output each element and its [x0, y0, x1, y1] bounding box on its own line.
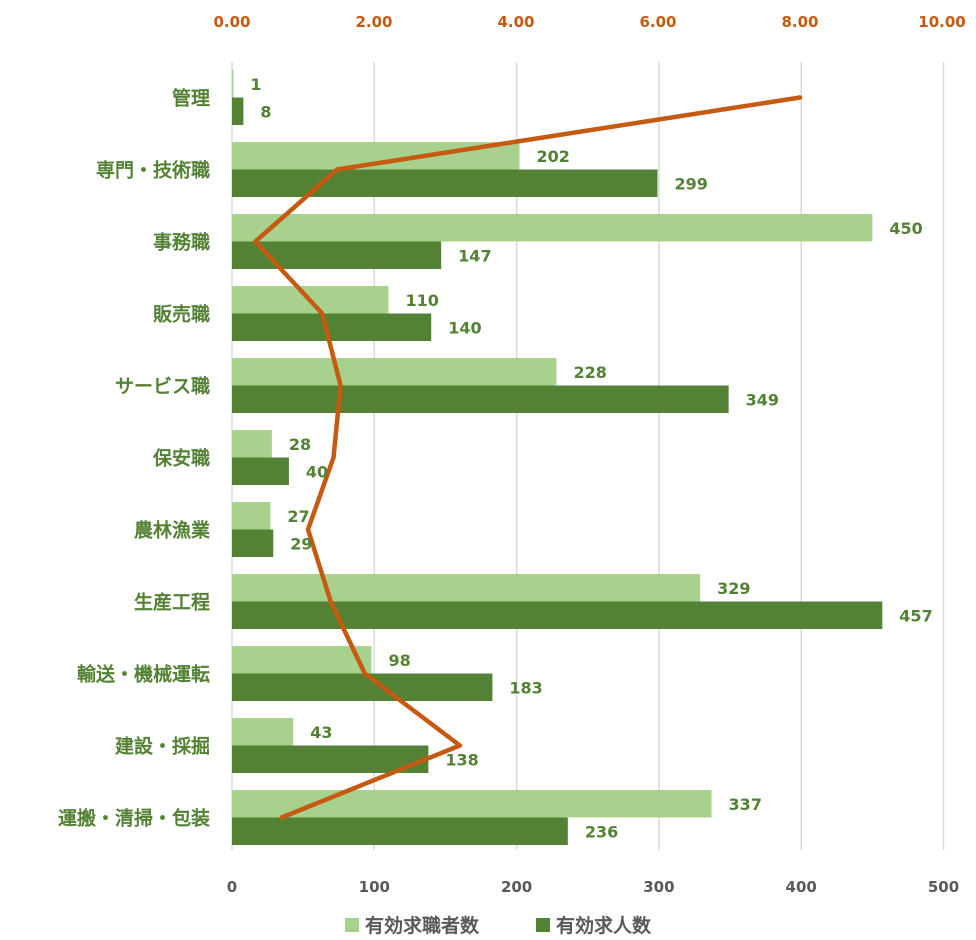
category-label: 管理 [172, 87, 210, 110]
bar-jobseekers [232, 502, 271, 530]
data-label: 40 [306, 462, 328, 481]
x-tick-label: 0 [227, 878, 237, 896]
data-label: 28 [289, 435, 311, 454]
data-label: 138 [445, 750, 478, 769]
legend: 有効求職者数 有効求人数 [345, 914, 652, 937]
data-label: 140 [448, 318, 481, 337]
x-tick-label: 100 [359, 878, 390, 896]
data-label: 27 [287, 507, 309, 526]
category-labels: 管理専門・技術職事務職販売職サービス職保安職農林漁業生産工程輸送・機械運転建設・… [58, 87, 211, 830]
legend-label: 有効求職者数 [365, 914, 480, 937]
line-series [253, 95, 803, 820]
category-label: サービス職 [115, 375, 210, 398]
x2-tick-label: 2.00 [355, 13, 392, 31]
category-label: 生産工程 [134, 591, 210, 614]
x-tick-label: 400 [786, 878, 817, 896]
data-label: 329 [717, 579, 750, 598]
bar-openings [232, 385, 729, 413]
ratio-line [253, 95, 803, 820]
data-label: 183 [509, 678, 542, 697]
data-label: 29 [290, 534, 312, 553]
bar-jobseekers [232, 358, 557, 386]
x2-tick-label: 6.00 [639, 13, 676, 31]
x-tick-label: 300 [643, 878, 674, 896]
data-label: 228 [573, 363, 606, 382]
category-label: 農林漁業 [134, 519, 211, 542]
bars [232, 70, 883, 845]
data-label: 457 [899, 606, 932, 625]
category-label: 建設・採掘 [115, 735, 210, 758]
data-label: 337 [729, 795, 762, 814]
data-label: 98 [388, 651, 410, 670]
bar-openings [232, 457, 289, 485]
bar-jobseekers [232, 790, 712, 818]
bar-jobseekers [232, 718, 294, 746]
bar-jobseekers [232, 214, 873, 242]
bar-openings [232, 745, 429, 773]
x-tick-label: 500 [928, 878, 959, 896]
category-label: 事務職 [153, 231, 210, 254]
x-tick-label: 200 [501, 878, 532, 896]
category-label: 輸送・機械運転 [77, 663, 210, 686]
bar-jobseekers [232, 574, 701, 602]
data-label: 8 [260, 102, 271, 121]
data-label: 349 [746, 390, 779, 409]
legend-swatch [536, 918, 550, 932]
bar-jobseekers [232, 430, 272, 458]
category-label: 専門・技術職 [96, 159, 210, 182]
data-label: 236 [585, 822, 618, 841]
primary-axis: 0 100 200 300 400 500 [227, 878, 959, 896]
bar-openings [232, 241, 442, 269]
bar-jobseekers [232, 646, 372, 674]
bar-openings [232, 313, 432, 341]
x2-tick-label: 10.00 [918, 13, 965, 31]
bar-jobseekers [232, 70, 234, 98]
legend-label: 有効求人数 [556, 914, 652, 937]
bar-openings [232, 529, 274, 557]
category-label: 販売職 [153, 303, 210, 326]
bar-openings [232, 169, 658, 197]
data-label: 450 [889, 219, 922, 238]
x2-tick-label: 0.00 [213, 13, 250, 31]
x2-tick-label: 8.00 [781, 13, 818, 31]
data-label: 43 [310, 723, 332, 742]
data-labels: 1 8 202 299 450 147 110 140 228 349 28 40 27 29 329 457… [250, 75, 932, 842]
bar-openings [232, 97, 244, 125]
bar-openings [232, 601, 883, 629]
data-label: 202 [536, 147, 569, 166]
category-label: 保安職 [152, 447, 210, 470]
bar-openings [232, 817, 568, 845]
data-label: 1 [250, 75, 261, 94]
legend-swatch [345, 918, 359, 932]
bar-openings [232, 673, 493, 701]
data-label: 147 [458, 246, 491, 265]
data-label: 110 [406, 291, 439, 310]
secondary-axis: 0.00 2.00 4.00 6.00 8.00 10.00 [213, 13, 965, 31]
x2-tick-label: 4.00 [497, 13, 534, 31]
category-label: 運搬・清掃・包装 [58, 807, 210, 830]
data-label: 299 [674, 174, 707, 193]
